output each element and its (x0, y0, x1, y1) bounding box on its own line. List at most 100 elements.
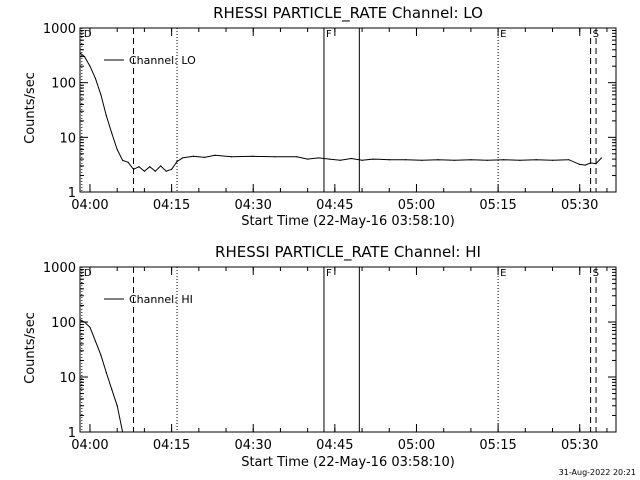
y-tick-label: 1 (68, 426, 76, 441)
data-point (116, 148, 118, 151)
data-point (94, 77, 97, 79)
legend-label: Channel: HI (129, 293, 193, 306)
data-point (274, 156, 276, 158)
data-point (372, 158, 374, 160)
plot-frame (79, 266, 617, 433)
data-point (89, 326, 91, 328)
data-point (79, 319, 81, 321)
series-line (79, 319, 124, 433)
data-point (404, 159, 407, 161)
data-point (568, 159, 570, 161)
x-tick-label: 04:15 (153, 198, 190, 213)
data-point (143, 170, 145, 172)
x-tick-label: 05:00 (398, 438, 435, 453)
event-marker-label: S (593, 268, 599, 279)
data-point (94, 340, 97, 342)
chart-title: RHESSI PARTICLE_RATE Channel: HI (215, 243, 481, 262)
data-point (470, 159, 472, 161)
x-tick-label: 05:15 (479, 438, 516, 453)
data-point (214, 154, 216, 156)
y-tick-label: 1000 (43, 22, 76, 37)
data-point (252, 155, 254, 157)
data-point (192, 155, 194, 157)
data-point (307, 158, 309, 160)
data-point (171, 168, 173, 170)
data-point (100, 94, 102, 96)
lo-channel-panel: RHESSI PARTICLE_RATE Channel: LO Counts/… (23, 4, 617, 229)
data-point (122, 159, 124, 161)
y-tick-label: 1 (68, 186, 76, 201)
data-point (111, 388, 113, 390)
data-point (595, 163, 597, 165)
event-marker-label: F (326, 29, 332, 40)
data-point (79, 52, 81, 54)
event-marker-label: F (326, 268, 332, 279)
hi-channel-panel: RHESSI PARTICLE_RATE Channel: HI Counts/… (23, 243, 617, 470)
plot-frame (79, 27, 617, 193)
data-point (138, 166, 140, 168)
data-point (388, 159, 390, 161)
data-point (100, 354, 102, 356)
data-point (317, 157, 320, 159)
data-point (535, 159, 537, 161)
event-marker-label: E (500, 268, 506, 279)
x-axis-label: Start Time (22-May-16 03:58:10) (241, 214, 455, 229)
data-point (132, 168, 135, 170)
data-point (149, 166, 151, 168)
y-tick-label: 1000 (43, 261, 76, 276)
data-point (551, 159, 554, 161)
event-marker-label: D (84, 29, 92, 40)
data-point (584, 164, 586, 166)
data-point (127, 161, 129, 163)
event-marker-label: S (593, 29, 599, 40)
x-tick-label: 04:30 (234, 438, 271, 453)
data-point (502, 159, 505, 161)
data-point (111, 132, 113, 134)
event-marker-label: E (500, 29, 506, 40)
chart-title: RHESSI PARTICLE_RATE Channel: LO (213, 4, 483, 23)
data-point (203, 156, 205, 158)
x-tick-label: 05:30 (561, 198, 598, 213)
data-point (181, 157, 184, 159)
data-point (350, 157, 352, 160)
data-point (590, 162, 592, 164)
data-point (154, 170, 156, 172)
data-point (339, 159, 341, 161)
data-point (83, 55, 86, 58)
legend-label: Channel: LO (129, 54, 196, 67)
data-point (328, 158, 331, 160)
x-tick-label: 04:00 (71, 438, 108, 453)
x-tick-label: 04:45 (316, 438, 353, 453)
data-point (230, 156, 233, 158)
data-point (165, 170, 167, 172)
x-tick-label: 04:00 (71, 198, 108, 213)
data-point (296, 156, 298, 158)
x-tick-label: 05:00 (398, 198, 435, 213)
data-point (176, 160, 178, 163)
y-tick-label: 10 (59, 371, 76, 386)
data-point (83, 321, 86, 323)
x-tick-label: 04:45 (316, 198, 353, 213)
data-point (105, 114, 107, 117)
data-point (519, 159, 521, 161)
y-tick-label: 100 (51, 316, 76, 331)
y-axis-label: Counts/sec (23, 312, 38, 384)
data-point (361, 159, 363, 161)
x-tick-label: 04:15 (153, 438, 190, 453)
x-tick-label: 04:30 (234, 198, 271, 213)
data-point (486, 159, 488, 161)
event-marker-label: D (84, 268, 92, 279)
data-point (122, 431, 124, 433)
y-tick-label: 100 (51, 77, 76, 92)
data-point (421, 159, 423, 161)
footer-timestamp: 31-Aug-2022 20:21 (559, 468, 636, 477)
data-point (105, 372, 107, 374)
y-axis-label: Counts/sec (23, 72, 38, 144)
data-point (116, 405, 118, 407)
x-tick-label: 05:30 (561, 438, 598, 453)
data-point (160, 165, 162, 167)
y-tick-label: 10 (59, 131, 76, 146)
x-axis-label: Start Time (22-May-16 03:58:10) (241, 455, 455, 470)
data-point (437, 159, 439, 161)
